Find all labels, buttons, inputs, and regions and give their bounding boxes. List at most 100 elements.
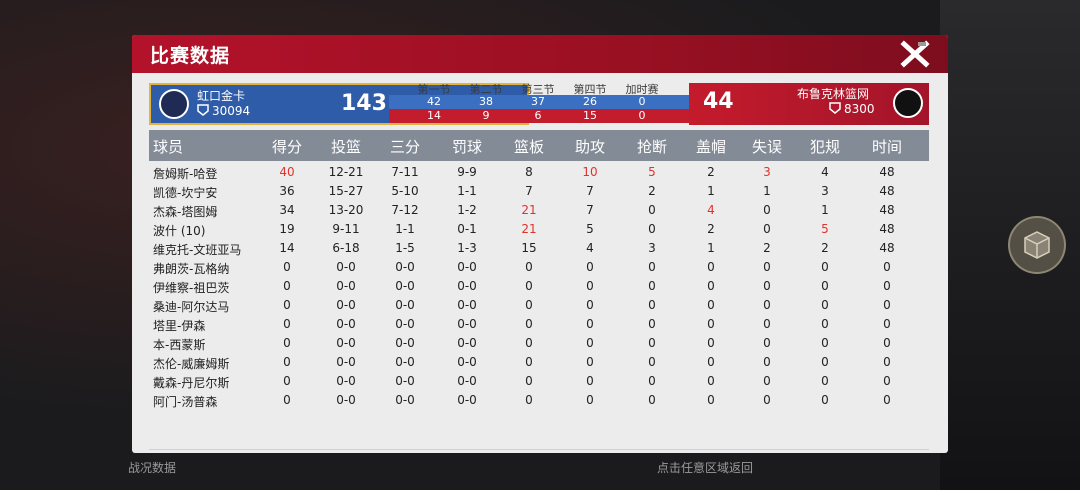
table-row: 阿门-汤普森 0 0-0 0-0 0-0 0 0 0 0 0 0 0: [149, 391, 929, 410]
stat-cell: 0-0: [336, 279, 356, 293]
stat-cell: 0-0: [457, 336, 477, 350]
stat-cell: 0: [648, 336, 656, 350]
stat-cell: 21: [521, 203, 537, 217]
stat-cell: 0: [586, 279, 594, 293]
stat-cell: 0: [525, 298, 533, 312]
stat-cell: 0-0: [457, 355, 477, 369]
stat-cell: 0: [283, 355, 291, 369]
stat-cell: 0: [648, 355, 656, 369]
stat-cell: 1: [821, 203, 829, 217]
stat-cell: 0: [821, 298, 829, 312]
stat-cell: 0: [707, 355, 715, 369]
stat-cell: 0: [883, 317, 891, 331]
stat-cell: 0-0: [395, 355, 415, 369]
home-quarter-score: 37: [531, 95, 545, 108]
quarter-label: 第二节: [469, 83, 503, 96]
table-row: 詹姆斯-哈登 40 12-21 7-11 9-9 8 10 5 2 3 4 48: [149, 163, 929, 182]
stat-cell: 0: [707, 336, 715, 350]
stat-cell: 0: [586, 374, 594, 388]
stat-cell: 0-0: [395, 336, 415, 350]
stat-cell: 0: [525, 374, 533, 388]
player-name: 詹姆斯-哈登: [153, 167, 218, 181]
away-quarter-score: 15: [583, 109, 597, 122]
stat-cell: 0: [586, 317, 594, 331]
table-row: 杰伦-威廉姆斯 0 0-0 0-0 0-0 0 0 0 0 0 0 0: [149, 353, 929, 372]
quarter-label: 第三节: [521, 83, 555, 96]
stat-cell: 3: [763, 165, 771, 179]
stat-cell: 7: [586, 203, 594, 217]
stat-cell: 0: [821, 260, 829, 274]
away-quarter-strip: [389, 109, 735, 123]
home-quarter-strip: [389, 95, 735, 109]
table-row: 戴森-丹尼尔斯 0 0-0 0-0 0-0 0 0 0 0 0 0 0: [149, 372, 929, 391]
shield-icon: [829, 102, 841, 114]
stat-cell: 0: [525, 393, 533, 407]
stat-cell: 0: [707, 298, 715, 312]
tap-to-return-hint[interactable]: 点击任意区域返回: [657, 461, 754, 475]
header-column: 篮板: [513, 138, 544, 156]
stat-cell: 0-0: [457, 374, 477, 388]
header-column: 抢断: [636, 138, 667, 156]
stat-cell: 5: [821, 222, 829, 236]
stat-cell: 2: [763, 241, 771, 255]
away-score: 44: [703, 89, 734, 114]
stat-cell: 0: [763, 279, 771, 293]
close-icon[interactable]: [900, 40, 930, 68]
header-column: 得分: [271, 138, 302, 156]
stat-cell: 0: [648, 374, 656, 388]
stat-cell: 0: [525, 260, 533, 274]
stat-cell: 0-0: [395, 374, 415, 388]
stat-cell: 0-0: [395, 317, 415, 331]
stat-cell: 0: [763, 203, 771, 217]
stat-cell: 0: [821, 336, 829, 350]
stat-cell: 0-0: [457, 260, 477, 274]
header-column: 罚球: [451, 138, 482, 156]
totals-row: 总计14355-9721-3912-1672331010615: [149, 452, 929, 453]
player-name: 杰森-塔图姆: [153, 205, 218, 219]
stat-cell: 0-0: [457, 393, 477, 407]
away-quarter-score: 6: [534, 109, 542, 122]
stat-cell: 0: [883, 279, 891, 293]
stat-cell: 0: [648, 222, 656, 236]
stat-cell: 1-5: [395, 241, 415, 255]
table-row: 桑迪-阿尔达马 0 0-0 0-0 0-0 0 0 0 0 0 0 0: [149, 296, 929, 315]
stat-cell: 0: [283, 317, 291, 331]
stat-cell: 0: [763, 393, 771, 407]
home-rating-value: 30094: [212, 104, 251, 118]
stat-cell: 5: [586, 222, 594, 236]
stat-cell: 0: [586, 355, 594, 369]
stat-cell: 0: [707, 393, 715, 407]
player-name: 凯德-坎宁安: [153, 186, 218, 200]
stat-cell: 1: [763, 184, 771, 198]
player-name: 桑迪-阿尔达马: [153, 300, 230, 314]
table-row: 维克托-文班亚马 14 6-18 1-5 1-3 15 4 3 1 2 2 48: [149, 239, 929, 258]
stat-cell: 8: [525, 165, 533, 179]
stat-cell: 34: [279, 203, 295, 217]
stat-cell: 0: [763, 355, 771, 369]
stat-cell: 2: [707, 165, 715, 179]
stat-cell: 0: [525, 336, 533, 350]
stat-cell: 7-12: [391, 203, 419, 217]
stat-cell: 0-0: [336, 355, 356, 369]
stat-cell: 0: [821, 393, 829, 407]
stat-cell: 1-2: [457, 203, 477, 217]
game-stats-panel[interactable]: 比赛数据 虹口金卡 30094 143 第一节 第二节 第三节 第四节 加时赛 …: [132, 35, 948, 453]
stat-cell: 7: [525, 184, 533, 198]
stat-cell: 0: [525, 355, 533, 369]
stat-cell: 0-0: [336, 374, 356, 388]
stat-cell: 0: [883, 393, 891, 407]
stat-cell: 0: [707, 317, 715, 331]
stat-cell: 0-0: [336, 336, 356, 350]
stat-cell: 48: [879, 203, 895, 217]
panel-header: 比赛数据: [132, 35, 948, 73]
away-team-logo-icon: [893, 88, 923, 118]
stat-cell: 19: [279, 222, 295, 236]
stat-cell: 0: [648, 298, 656, 312]
table-header: 球员 得分 投篮 三分 罚球 篮板 助攻 抢断 盖帽 失误 犯规 时间: [149, 130, 929, 161]
player-name: 戴森-丹尼尔斯: [153, 376, 230, 390]
away-quarter-score: 14: [427, 109, 441, 122]
game-stats-label[interactable]: 战况数据: [128, 461, 177, 475]
cube-button[interactable]: [1008, 216, 1066, 274]
stat-cell: 15-27: [328, 184, 364, 198]
stat-cell: 2: [648, 184, 656, 198]
